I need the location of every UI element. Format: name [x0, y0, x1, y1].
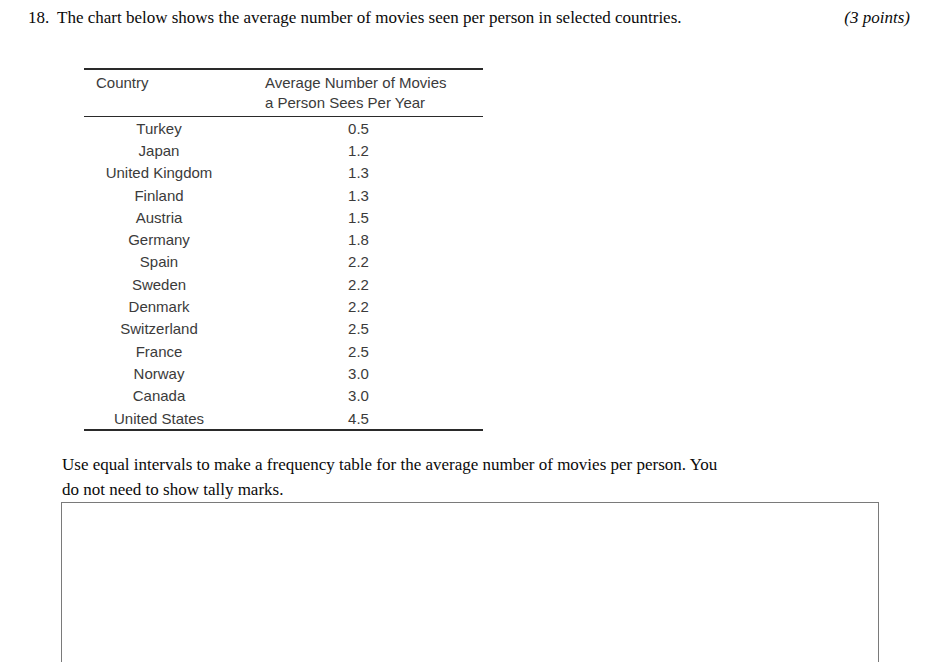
- table-row: United Kingdom 1.3: [84, 162, 483, 184]
- value-cell: 2.2: [234, 253, 483, 270]
- table-row: United States 4.5: [84, 407, 483, 429]
- table-row: Germany 1.8: [84, 228, 483, 250]
- country-cell: Finland: [84, 187, 234, 204]
- value-cell: 0.5: [234, 120, 483, 137]
- table-row: Denmark 2.2: [84, 295, 483, 317]
- value-cell: 4.5: [234, 410, 483, 427]
- value-cell: 1.8: [234, 231, 483, 248]
- country-cell: United Kingdom: [84, 164, 234, 181]
- movies-data-table: Country Average Number of Movies a Perso…: [84, 68, 483, 431]
- value-cell: 1.5: [234, 209, 483, 226]
- column-header-country: Country: [84, 73, 234, 113]
- value-cell: 2.5: [234, 343, 483, 360]
- column-header-average-line1: Average Number of Movies: [265, 73, 483, 93]
- column-header-average-line2: a Person Sees Per Year: [265, 93, 483, 113]
- country-cell: Spain: [84, 253, 234, 270]
- value-cell: 2.2: [234, 298, 483, 315]
- country-cell: Switzerland: [84, 320, 234, 337]
- country-cell: United States: [84, 410, 234, 427]
- country-cell: France: [84, 343, 234, 360]
- value-cell: 2.2: [234, 276, 483, 293]
- value-cell: 3.0: [234, 365, 483, 382]
- points-label: (3 points): [844, 7, 910, 28]
- table-row: Turkey 0.5: [84, 117, 483, 139]
- country-cell: Canada: [84, 387, 234, 404]
- country-cell: Japan: [84, 142, 234, 159]
- table-row: Sweden 2.2: [84, 273, 483, 295]
- value-cell: 2.5: [234, 320, 483, 337]
- table-row: Austria 1.5: [84, 206, 483, 228]
- table-row: Spain 2.2: [84, 251, 483, 273]
- country-cell: Turkey: [84, 120, 234, 137]
- table-header-row: Country Average Number of Movies a Perso…: [84, 70, 483, 117]
- question-line: 18.The chart below shows the average num…: [28, 7, 912, 28]
- country-cell: Austria: [84, 209, 234, 226]
- table-row: Finland 1.3: [84, 184, 483, 206]
- question-number: 18.: [28, 7, 57, 28]
- value-cell: 1.3: [234, 187, 483, 204]
- value-cell: 1.2: [234, 142, 483, 159]
- country-cell: Sweden: [84, 276, 234, 293]
- table-row: Switzerland 2.5: [84, 318, 483, 340]
- value-cell: 3.0: [234, 387, 483, 404]
- column-header-average: Average Number of Movies a Person Sees P…: [234, 73, 483, 113]
- instruction-text: Use equal intervals to make a frequency …: [62, 452, 738, 502]
- question-text: The chart below shows the average number…: [57, 8, 682, 27]
- table-row: Japan 1.2: [84, 139, 483, 161]
- country-cell: Denmark: [84, 298, 234, 315]
- table-row: France 2.5: [84, 340, 483, 362]
- country-cell: Norway: [84, 365, 234, 382]
- answer-box[interactable]: [61, 502, 879, 662]
- table-row: Canada 3.0: [84, 385, 483, 407]
- table-row: Norway 3.0: [84, 362, 483, 384]
- value-cell: 1.3: [234, 164, 483, 181]
- country-cell: Germany: [84, 231, 234, 248]
